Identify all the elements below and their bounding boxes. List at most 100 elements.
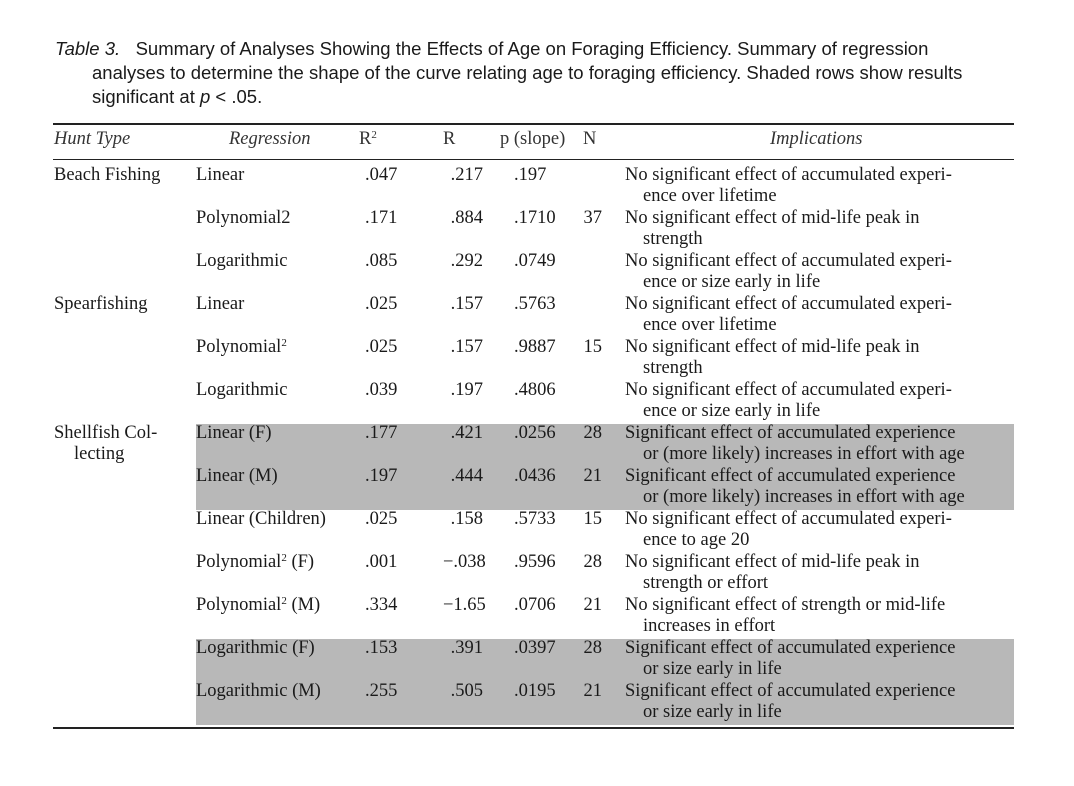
r-cell: .884 <box>450 208 483 228</box>
implications-cell: No significant effect of mid-life peak i… <box>625 337 920 379</box>
r2-cell: .001 <box>365 552 398 572</box>
header-regression: Regression <box>229 129 311 149</box>
r2-cell: .255 <box>365 681 398 701</box>
regression-text: Linear (F) <box>196 423 272 443</box>
p-slope-cell: .0397 <box>514 638 556 658</box>
regression-superscript: 2 <box>281 337 287 349</box>
r2-cell: .039 <box>365 380 398 400</box>
hunt-type-cell <box>54 595 74 637</box>
implication-line-1: No significant effect of accumulated exp… <box>625 294 952 314</box>
implication-line-1: No significant effect of strength or mid… <box>625 595 946 615</box>
n-cell: 37 <box>583 208 603 228</box>
implications-cell: No significant effect of accumulated exp… <box>625 509 952 551</box>
implications-cell: No significant effect of strength or mid… <box>625 595 945 637</box>
header-r2-superscript: 2 <box>371 129 377 141</box>
implication-line-1: No significant effect of accumulated exp… <box>625 380 952 400</box>
r-cell: −.038 <box>443 552 486 572</box>
caption-p-symbol: p <box>199 86 211 107</box>
hunt-type-text-cont <box>54 616 74 636</box>
r2-cell: .047 <box>365 165 398 185</box>
hunt-type-cell <box>54 251 74 293</box>
n-cell: 21 <box>583 466 603 486</box>
n-cell: 28 <box>583 423 603 443</box>
r-cell: .157 <box>450 294 483 314</box>
implication-line-2: or size early in life <box>643 659 782 679</box>
regression-text: Logarithmic (F) <box>196 638 315 658</box>
hunt-type-text-cont <box>54 315 74 335</box>
implication-line-2: ence or size early in life <box>643 272 821 292</box>
p-slope-cell: .0749 <box>514 251 556 271</box>
p-slope-cell: .9596 <box>514 552 556 572</box>
regression-text: Logarithmic (M) <box>196 681 321 701</box>
implications-cell: Significant effect of accumulated experi… <box>625 638 955 680</box>
r2-cell: .085 <box>365 251 398 271</box>
implications-cell: No significant effect of accumulated exp… <box>625 294 952 336</box>
regression-cell: Polynomial2 (F) <box>196 552 314 573</box>
table-bottom-rule <box>53 727 1014 729</box>
regression-text: Linear (M) <box>196 466 278 486</box>
header-r2-label: R <box>359 129 372 149</box>
hunt-type-text: Beach Fishing <box>54 165 161 185</box>
regression-cell: Logarithmic (F) <box>196 638 315 659</box>
r-cell: .505 <box>450 681 483 701</box>
implication-line-2: ence or size early in life <box>643 401 821 421</box>
implication-line-1: No significant effect of accumulated exp… <box>625 251 952 271</box>
caption-line-2: analyses to determine the shape of the c… <box>92 62 963 83</box>
implication-line-2: or (more likely) increases in effort wit… <box>643 444 965 464</box>
implications-cell: Significant effect of accumulated experi… <box>625 681 955 723</box>
p-slope-cell: .4806 <box>514 380 556 400</box>
n-cell: 28 <box>583 638 603 658</box>
implications-cell: No significant effect of accumulated exp… <box>625 380 952 422</box>
significant-row-shading <box>196 424 1014 467</box>
implication-line-2: ence over lifetime <box>643 315 777 335</box>
implication-line-2: strength or effort <box>643 573 769 593</box>
r2-cell: .025 <box>365 294 398 314</box>
r2-cell: .025 <box>365 509 398 529</box>
implications-cell: Significant effect of accumulated experi… <box>625 423 965 465</box>
implications-cell: Significant effect of accumulated experi… <box>625 466 965 508</box>
significant-row-shading <box>196 682 1014 725</box>
regression-text: Logarithmic <box>196 251 288 271</box>
hunt-type-cell <box>54 466 74 508</box>
hunt-type-cell <box>54 337 74 379</box>
implication-line-2: ence over lifetime <box>643 186 777 206</box>
n-cell: 21 <box>583 681 603 701</box>
regression-text: Logarithmic <box>196 380 288 400</box>
p-slope-cell: .1710 <box>514 208 556 228</box>
regression-cell: Linear (M) <box>196 466 278 487</box>
r2-cell: .153 <box>365 638 398 658</box>
header-r2: R2 <box>359 129 377 150</box>
hunt-type-text-cont <box>54 487 74 507</box>
regression-cell: Logarithmic (M) <box>196 681 321 702</box>
header-r: R <box>443 129 456 149</box>
n-cell: 28 <box>583 552 603 572</box>
caption-title: Summary of Analyses Showing the Effects … <box>135 38 929 59</box>
implication-line-1: No significant effect of mid-life peak i… <box>625 337 920 357</box>
regression-text: Linear (Children) <box>196 509 326 529</box>
implication-line-2: strength <box>643 229 703 249</box>
implication-line-1: Significant effect of accumulated experi… <box>625 466 956 486</box>
header-implications: Implications <box>770 129 863 149</box>
regression-superscript: 2 <box>281 552 287 564</box>
regression-cell: Logarithmic <box>196 380 287 401</box>
hunt-type-text: Spearfishing <box>54 294 148 314</box>
r-cell: −1.65 <box>443 595 486 615</box>
caption-threshold: < .05. <box>210 86 263 107</box>
r2-cell: .334 <box>365 595 398 615</box>
hunt-type-text-cont <box>54 272 74 292</box>
p-slope-cell: .0706 <box>514 595 556 615</box>
p-slope-cell: .0436 <box>514 466 556 486</box>
regression-cell: Polynomial2 (M) <box>196 595 320 616</box>
table-top-rule <box>53 123 1014 125</box>
regression-suffix: (M) <box>286 595 321 615</box>
implication-line-1: Significant effect of accumulated experi… <box>625 681 956 701</box>
implication-line-2: increases in effort <box>643 616 776 636</box>
hunt-type-cell: Shellfish Col-lecting <box>54 423 157 465</box>
hunt-type-text-cont <box>54 530 74 550</box>
significant-row-shading <box>196 467 1014 510</box>
caption-significance-text: significant at <box>92 86 200 107</box>
hunt-type-text-cont <box>54 659 74 679</box>
p-slope-cell: .9887 <box>514 337 556 357</box>
header-n: N <box>583 129 597 149</box>
r2-cell: .025 <box>365 337 398 357</box>
